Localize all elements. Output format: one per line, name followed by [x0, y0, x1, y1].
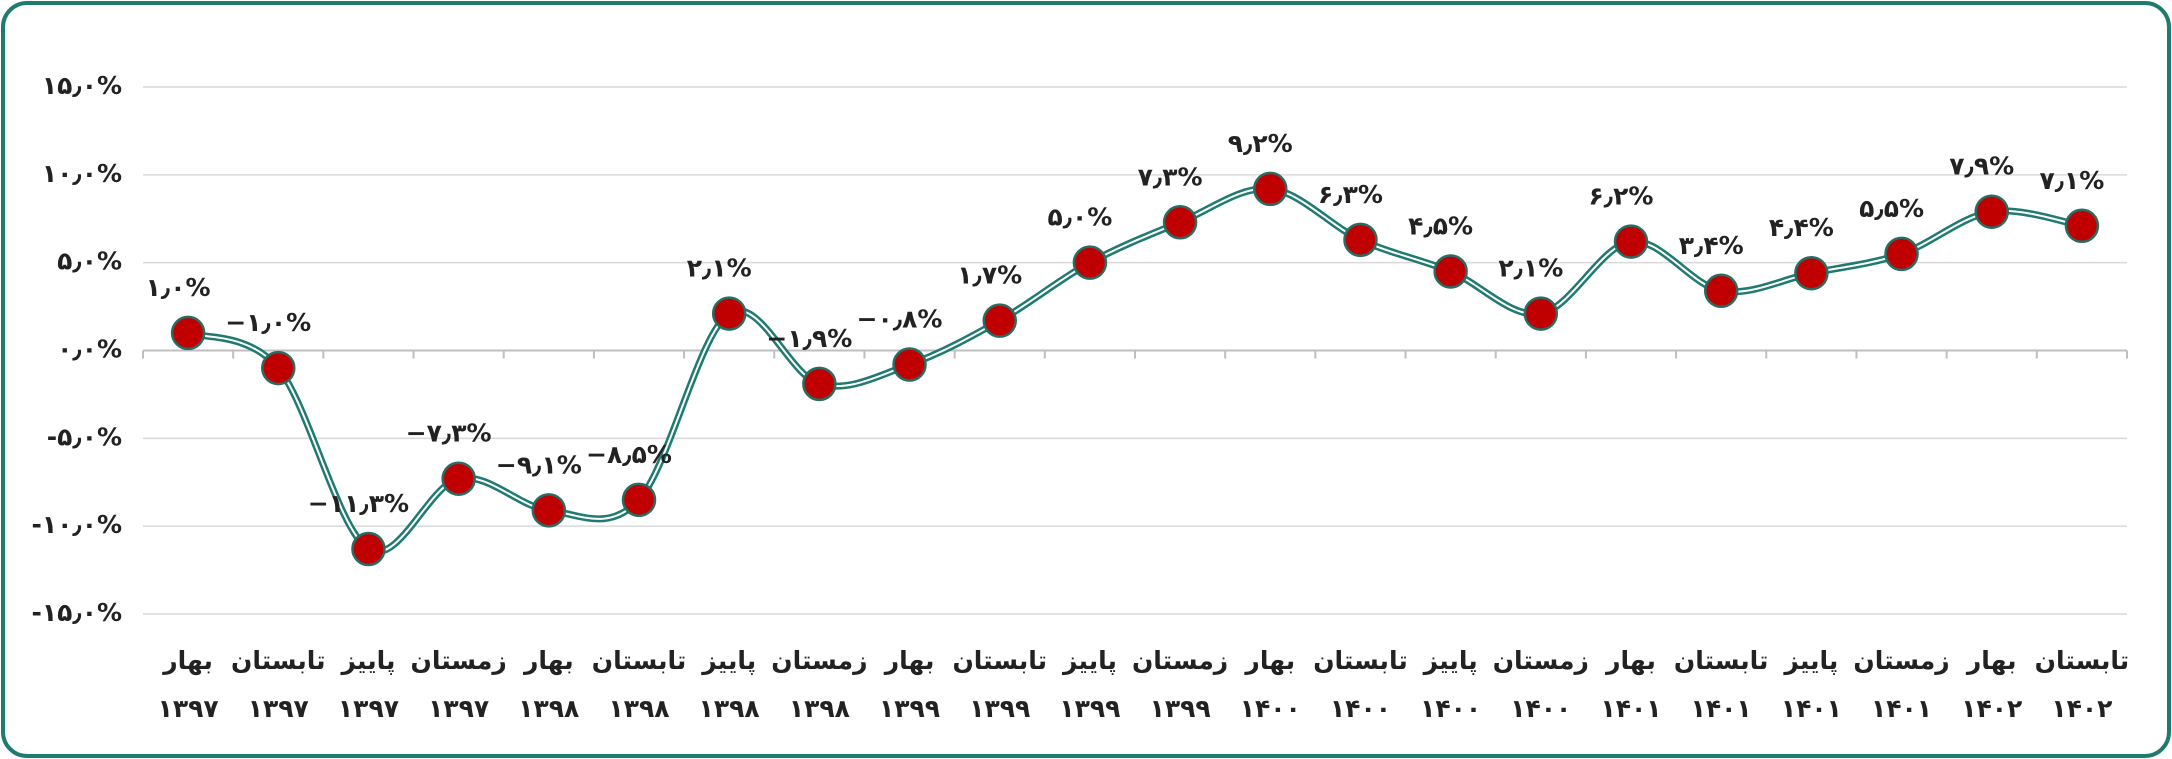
x-tick-label: ۱۳۹۸	[518, 694, 579, 723]
y-tick-label: ۱۵٫۰%	[42, 71, 122, 100]
x-tick-label: تابستان	[592, 646, 687, 675]
marker	[1794, 255, 1829, 291]
y-tick-label: ۵٫۰%	[57, 247, 122, 276]
x-tick-label: ۱۴۰۰	[1240, 694, 1301, 723]
y-tick-label: -۵٫۰%	[47, 422, 122, 451]
data-label: ۴٫۴%	[1769, 213, 1834, 242]
x-tick-label: ۱۴۰۱	[1871, 694, 1932, 723]
x-tick-label: تابستان	[231, 646, 326, 675]
data-label: ۷٫۱%	[2039, 166, 2104, 195]
x-tick-label: تابستان	[1674, 646, 1769, 675]
x-tick-label: ۱۴۰۱	[1781, 694, 1842, 723]
x-tick-label: ۱۳۹۷	[158, 694, 219, 723]
x-tick-label: ۱۴۰۲	[1961, 694, 2022, 723]
x-tick-label: ۱۴۰۰	[1420, 694, 1481, 723]
x-tick-label: زمستان	[411, 646, 507, 675]
x-tick-label: ۱۳۹۷	[248, 694, 309, 723]
data-label: −۷٫۳%	[406, 419, 492, 448]
data-label: −۱۱٫۳%	[308, 489, 409, 518]
y-tick-label: -۱۰٫۰%	[31, 510, 122, 539]
data-label: ۹٫۲%	[1228, 129, 1293, 158]
data-label: ۶٫۳%	[1318, 180, 1383, 209]
marker	[351, 531, 386, 567]
x-tick-label: زمستان	[1853, 646, 1949, 675]
data-label: ۴٫۵%	[1408, 211, 1473, 240]
x-tick-label: ۱۳۹۹	[969, 694, 1030, 723]
marker	[1613, 224, 1649, 259]
data-label: −۹٫۱%	[496, 450, 582, 479]
x-tick-label: بهار	[883, 646, 935, 676]
x-tick-label: زمستان	[1493, 646, 1589, 675]
marker	[1162, 205, 1198, 240]
marker	[1974, 194, 2009, 229]
x-tick-label: پاییز	[339, 646, 395, 676]
y-tick-label: ۱۰٫۰%	[42, 159, 122, 188]
marker	[261, 350, 296, 386]
x-tick-label: ۱۴۰۲	[2051, 694, 2112, 723]
marker	[892, 347, 927, 382]
data-label: ۲٫۱%	[687, 254, 752, 283]
marker	[531, 493, 567, 528]
x-tick-label: ۱۴۰۱	[1691, 694, 1752, 723]
x-tick-label: ۱۳۹۹	[1059, 694, 1120, 723]
data-label: ۱٫۷%	[957, 261, 1022, 290]
x-tick-label: ۱۳۹۷	[338, 694, 399, 723]
marker	[1433, 254, 1468, 289]
data-label: ۳٫۴%	[1679, 231, 1744, 260]
x-tick-label: تابستان	[2035, 646, 2130, 675]
marker	[2064, 208, 2100, 244]
x-tick-label: ۱۳۹۸	[608, 694, 669, 723]
marker	[621, 482, 657, 518]
x-tick-label: پاییز	[1061, 646, 1117, 676]
x-tick-label: پاییز	[1782, 646, 1838, 676]
x-tick-label: پاییز	[1422, 646, 1478, 676]
x-tick-label: ۱۳۹۸	[699, 694, 760, 723]
x-tick-label: ۱۳۹۷	[428, 694, 489, 723]
x-tick-label: بهار	[1243, 646, 1295, 676]
data-label: −۰٫۸%	[857, 305, 943, 334]
data-label: ۷٫۳%	[1138, 162, 1203, 191]
x-tick-label: پاییز	[700, 646, 756, 676]
x-tick-label: ۱۴۰۱	[1600, 694, 1661, 723]
x-tick-label: تابستان	[952, 646, 1047, 675]
x-tick-label: ۱۴۰۰	[1330, 694, 1391, 723]
marker	[802, 366, 837, 402]
data-label: −۱٫۹%	[766, 324, 852, 353]
x-tick-label: زمستان	[1132, 646, 1228, 675]
x-tick-label: ۱۳۹۸	[789, 694, 850, 723]
marker	[1703, 273, 1739, 309]
marker	[1253, 171, 1288, 207]
marker	[1072, 245, 1108, 280]
data-label: ۵٫۵%	[1859, 194, 1924, 223]
x-tick-label: ۱۳۹۹	[1150, 694, 1211, 723]
marker	[170, 315, 206, 351]
x-tick-label: ۱۴۰۰	[1510, 694, 1571, 723]
data-label: ۶٫۲%	[1589, 182, 1654, 211]
data-label: ۱٫۰%	[146, 273, 211, 302]
x-tick-label: بهار	[1965, 646, 2017, 676]
marker	[1523, 296, 1559, 331]
marker	[982, 303, 1017, 338]
x-tick-label: زمستان	[771, 646, 867, 675]
data-label: −۸٫۵%	[586, 440, 672, 469]
y-tick-label: -۱۵٫۰%	[31, 598, 122, 627]
data-label: ۵٫۰%	[1047, 203, 1112, 232]
x-tick-label: بهار	[1604, 646, 1656, 676]
marker	[1884, 236, 1919, 272]
marker	[711, 296, 747, 331]
marker	[441, 461, 476, 496]
data-label: ۲٫۱%	[1498, 254, 1563, 283]
y-tick-label: ۰٫۰%	[57, 335, 122, 364]
x-tick-label: ۱۳۹۹	[879, 694, 940, 723]
x-tick-label: تابستان	[1313, 646, 1408, 675]
data-label: −۱٫۰%	[225, 308, 311, 337]
marker	[1343, 222, 1378, 258]
data-label: ۷٫۹%	[1949, 152, 2014, 181]
x-tick-label: بهار	[161, 646, 213, 676]
x-tick-label: بهار	[522, 646, 574, 676]
